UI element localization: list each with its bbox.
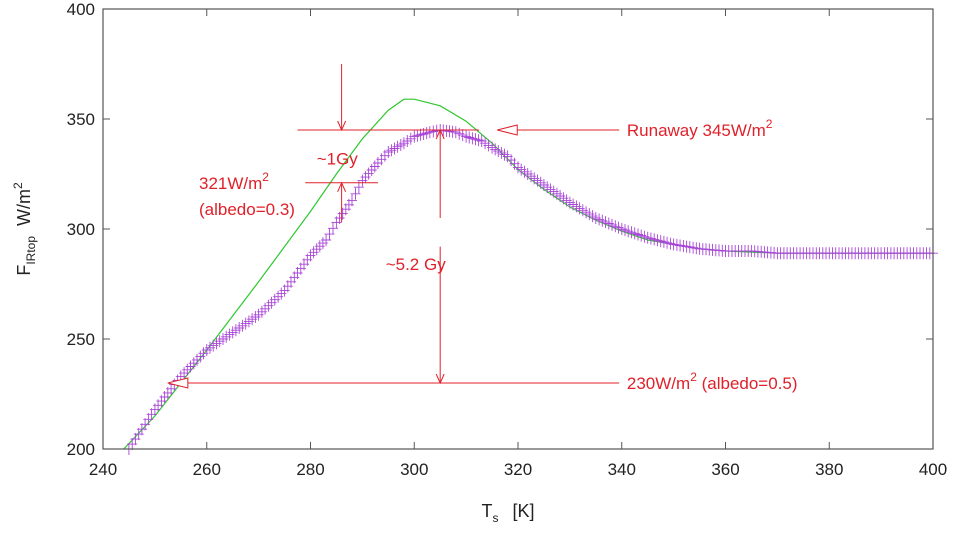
series-marker (347, 194, 357, 207)
x-tick-label: 380 (815, 460, 843, 479)
annotation-lines (167, 64, 620, 389)
y-tick-label: 200 (67, 440, 95, 459)
y-tick-label: 250 (67, 330, 95, 349)
y-axis-title: FIRtopW/m2 (11, 182, 38, 276)
y-tick-label: 300 (67, 220, 95, 239)
series-marker (350, 187, 361, 200)
annotation-runaway: Runaway 345W/m2 (627, 117, 773, 140)
x-tick-label: 400 (919, 460, 947, 479)
data-series (123, 98, 938, 455)
x-tick-label: 300 (400, 460, 428, 479)
annotation-230-level: 230W/m2 (albedo=0.5) (627, 370, 798, 393)
y-tick-label: 350 (67, 110, 95, 129)
annotation-5-2gy: ~5.2 Gy (386, 255, 447, 274)
one-gy-arrow-bottom-head (337, 181, 347, 193)
x-axis-title: Ts [K] (481, 501, 534, 525)
one-gy-arrow-top-head (337, 120, 347, 132)
y-axis: 200 250 300 350 400 (67, 0, 933, 459)
annotation-321-level: 321W/m2 (199, 170, 269, 193)
x-axis: 240 260 280 300 320 340 360 380 400 (89, 9, 947, 479)
x-tick-label: 360 (711, 460, 739, 479)
five-gy-arrow-top-head (435, 128, 445, 140)
x-tick-label: 320 (504, 460, 532, 479)
annotation-1gy: ~1Gy (317, 150, 359, 169)
x-tick-label: 240 (89, 460, 117, 479)
x-tick-label: 280 (296, 460, 324, 479)
y-tick-label: 400 (67, 0, 95, 19)
x-tick-label: 340 (608, 460, 636, 479)
annotation-albedo-0-3: (albedo=0.3) (199, 200, 295, 219)
x-tick-label: 260 (193, 460, 221, 479)
